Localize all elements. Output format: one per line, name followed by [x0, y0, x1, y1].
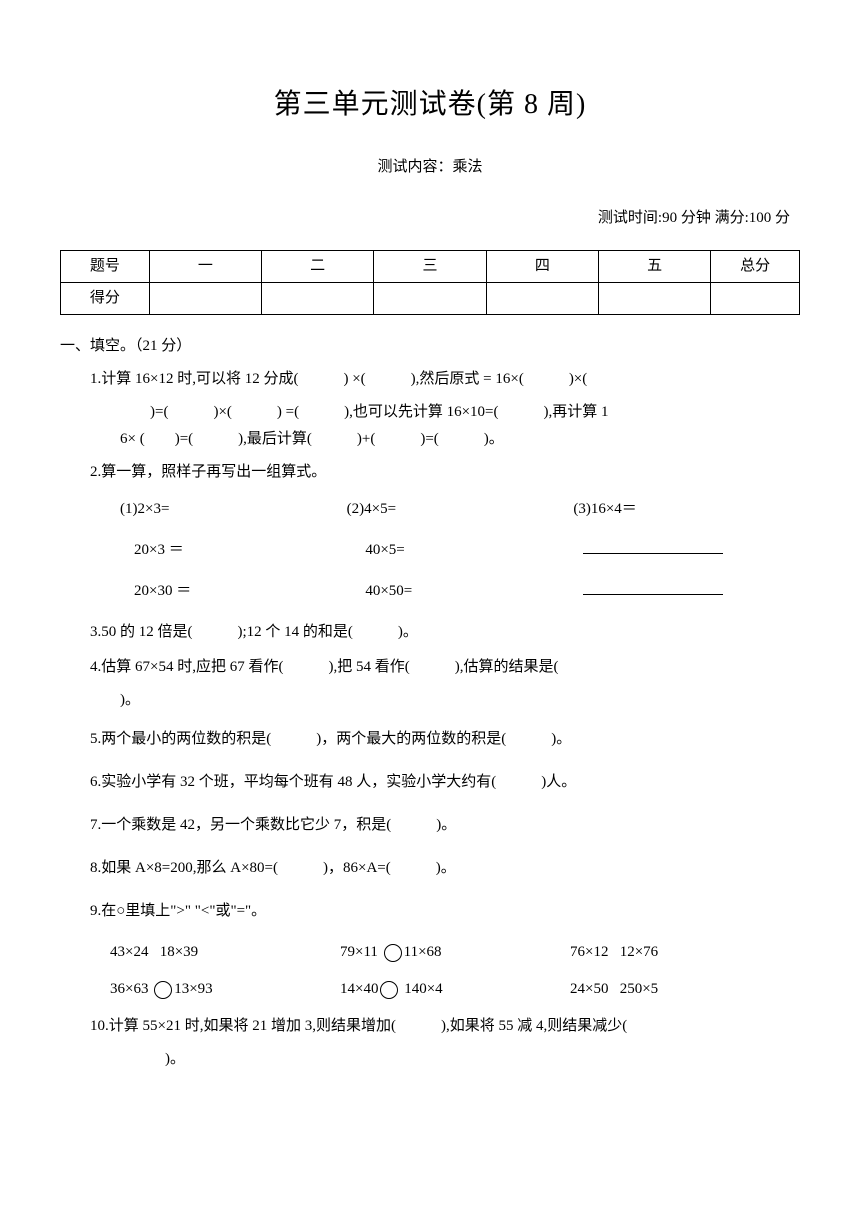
- cell-blank: [711, 283, 800, 315]
- q2r1c1: (1)2×3=: [120, 496, 347, 523]
- q9r2c1a: 36×63: [110, 981, 152, 997]
- q4-line2: )。: [120, 687, 800, 714]
- cell-blank: [486, 283, 598, 315]
- cell-blank: [149, 283, 261, 315]
- q9r1c1b: 18×39: [160, 944, 198, 960]
- q2r2c2: 40×5=: [351, 537, 582, 564]
- q4-line1: 4.估算 67×54 时,应把 67 看作( ),把 54 看作( ),估算的结…: [90, 654, 800, 681]
- q2r2c1: 20×3 ＝: [120, 537, 351, 564]
- cell-blank: [262, 283, 374, 315]
- blank-line: [583, 580, 723, 595]
- score-table: 题号 一 二 三 四 五 总分 得分: [60, 250, 800, 315]
- cell-r1c6: 五: [598, 251, 710, 283]
- cell-r1c4: 三: [374, 251, 486, 283]
- table-row: 题号 一 二 三 四 五 总分: [61, 251, 800, 283]
- blank-line: [583, 539, 723, 554]
- q9r1c1a: 43×24: [110, 944, 148, 960]
- circle-icon: [384, 944, 402, 962]
- q9r2c2b: 140×4: [400, 981, 442, 997]
- q1-line2: )=( )×( ) =( ),也可以先计算 16×10=( ),再计算 1: [150, 399, 800, 426]
- cell-r1c7: 总分: [711, 251, 800, 283]
- q2: 2.算一算，照样子再写出一组算式。: [90, 459, 800, 486]
- page-title: 第三单元测试卷(第 8 周): [60, 80, 800, 130]
- q9r2c1b: 13×93: [174, 981, 212, 997]
- cell-r1c1: 题号: [61, 251, 150, 283]
- q8: 8.如果 A×8=200,那么 A×80=( )，86×A=( )。: [90, 855, 800, 882]
- q3: 3.50 的 12 倍是( );12 个 14 的和是( )。: [90, 619, 800, 646]
- cell-r1c5: 四: [486, 251, 598, 283]
- cell-blank: [598, 283, 710, 315]
- q1-line1: 1.计算 16×12 时,可以将 12 分成( ) ×( ),然后原式 = 16…: [90, 366, 800, 393]
- q2-row1: (1)2×3= (2)4×5= (3)16×4＝: [120, 496, 800, 523]
- section-1-head: 一、填空。（21 分）: [60, 333, 800, 360]
- q9r2c3: 24×50 250×5: [570, 976, 800, 1003]
- q2-row2: 20×3 ＝ 40×5=: [120, 537, 800, 564]
- q9r1c2a: 79×11: [340, 944, 382, 960]
- q9r1c2: 79×11 11×68: [340, 939, 570, 966]
- q6: 6.实验小学有 32 个班，平均每个班有 48 人，实验小学大约有( )人。: [90, 769, 800, 796]
- q9r2c3a: 24×50: [570, 981, 608, 997]
- q9-row2: 36×63 13×93 14×40 140×4 24×50 250×5: [110, 976, 800, 1003]
- circle-icon: [380, 981, 398, 999]
- q2r3c2: 40×50=: [351, 578, 582, 605]
- q9r1c1: 43×24 18×39: [110, 939, 340, 966]
- q9r2c2a: 14×40: [340, 981, 378, 997]
- q9r1c3a: 76×12: [570, 944, 608, 960]
- q9r1c3b: 12×76: [620, 944, 658, 960]
- table-row: 得分: [61, 283, 800, 315]
- q1-line3: 6× ( )=( ),最后计算( )+( )=( )。: [120, 426, 800, 453]
- page-meta: 测试时间:90 分钟 满分:100 分: [60, 205, 800, 232]
- q9-row1: 43×24 18×39 79×11 11×68 76×12 12×76: [110, 939, 800, 966]
- circle-icon: [154, 981, 172, 999]
- cell-r1c2: 一: [149, 251, 261, 283]
- cell-blank: [374, 283, 486, 315]
- q5: 5.两个最小的两位数的积是( )，两个最大的两位数的积是( )。: [90, 726, 800, 753]
- q10-line2: )。: [150, 1046, 800, 1073]
- q9r1c2b: 11×68: [404, 944, 442, 960]
- q2r1c3: (3)16×4＝: [573, 496, 800, 523]
- page-subtitle: 测试内容：乘法: [60, 154, 800, 181]
- q2r1c2: (2)4×5=: [347, 496, 574, 523]
- q10-line1: 10.计算 55×21 时,如果将 21 增加 3,则结果增加( ),如果将 5…: [90, 1013, 800, 1040]
- q9r2c3b: 250×5: [620, 981, 658, 997]
- q2r3c1: 20×30 ＝: [120, 578, 351, 605]
- cell-r2c1: 得分: [61, 283, 150, 315]
- q9r2c2: 14×40 140×4: [340, 976, 570, 1003]
- q2r3c3-blank: [583, 578, 800, 605]
- q2-row3: 20×30 ＝ 40×50=: [120, 578, 800, 605]
- q9r1c3: 76×12 12×76: [570, 939, 800, 966]
- q7: 7.一个乘数是 42，另一个乘数比它少 7，积是( )。: [90, 812, 800, 839]
- q2r2c3-blank: [583, 537, 800, 564]
- q9: 9.在○里填上">" "<"或"="。: [90, 898, 800, 925]
- cell-r1c3: 二: [262, 251, 374, 283]
- q9r2c1: 36×63 13×93: [110, 976, 340, 1003]
